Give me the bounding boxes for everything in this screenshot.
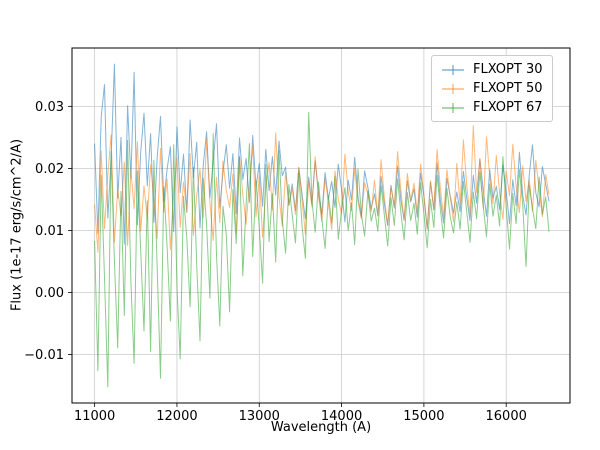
y-axis-label: Flux (1e-17 erg/s/cm^2/A) bbox=[9, 138, 25, 312]
y-tick-label: 0.01 bbox=[35, 224, 64, 239]
legend: FLXOPT 30 FLXOPT 50 FLXOPT 67 bbox=[431, 55, 554, 122]
legend-item: FLXOPT 50 bbox=[440, 81, 542, 96]
x-tick-label: 11000 bbox=[74, 409, 115, 424]
errorbar-glyph-icon bbox=[442, 83, 464, 94]
y-tick-label: 0.03 bbox=[35, 100, 64, 115]
x-tick-label: 12000 bbox=[156, 409, 197, 424]
y-tick-label: 0.02 bbox=[35, 162, 64, 177]
series-line bbox=[94, 112, 550, 388]
x-tick-label: 14000 bbox=[321, 409, 362, 424]
legend-label: FLXOPT 67 bbox=[473, 100, 543, 115]
legend-item: FLXOPT 67 bbox=[440, 100, 542, 115]
x-tick-label: 13000 bbox=[239, 409, 280, 424]
legend-label: FLXOPT 50 bbox=[473, 81, 543, 96]
axes-spines bbox=[71, 47, 571, 404]
errorbar-glyph-icon bbox=[442, 64, 464, 75]
y-tick-label: 0.00 bbox=[35, 286, 64, 301]
legend-item: FLXOPT 30 bbox=[440, 62, 542, 77]
errorbar-glyph-icon bbox=[442, 102, 464, 113]
y-tick-label: −0.01 bbox=[24, 348, 64, 363]
x-tick-label: 15000 bbox=[403, 409, 444, 424]
x-tick-label: 16000 bbox=[486, 409, 527, 424]
legend-label: FLXOPT 30 bbox=[473, 62, 543, 77]
x-axis-label: Wavelength (A) bbox=[270, 420, 372, 435]
